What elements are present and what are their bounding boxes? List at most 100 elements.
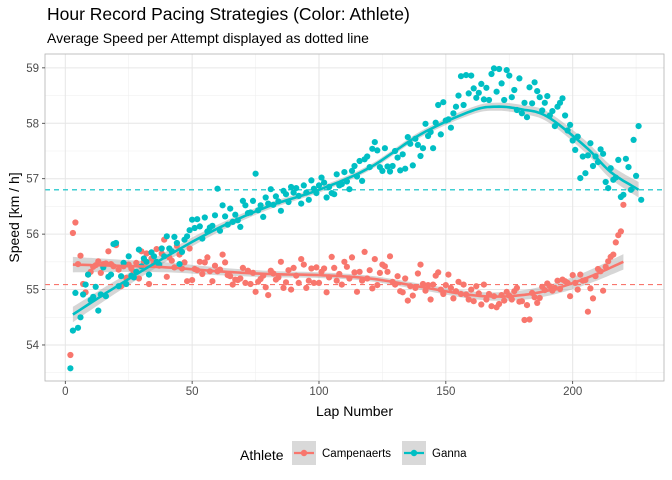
data-point-ganna xyxy=(227,205,234,212)
data-point-ganna xyxy=(315,182,323,189)
data-point-ganna xyxy=(252,170,259,177)
data-point-campenaerts xyxy=(204,254,211,261)
data-point-ganna xyxy=(237,223,244,230)
data-point-ganna xyxy=(371,139,378,146)
data-point-ganna xyxy=(191,224,198,232)
data-point-ganna xyxy=(620,191,627,198)
data-point-campenaerts xyxy=(133,259,140,266)
data-point-ganna xyxy=(549,108,556,115)
data-point-ganna xyxy=(135,246,142,253)
data-point-campenaerts xyxy=(303,284,310,291)
data-point-campenaerts xyxy=(338,281,345,288)
data-point-campenaerts xyxy=(275,274,282,281)
data-point-campenaerts xyxy=(361,248,368,255)
data-point-campenaerts xyxy=(526,316,533,323)
data-point-ganna xyxy=(480,96,487,103)
data-point-ganna xyxy=(125,253,132,260)
data-point-ganna xyxy=(92,283,99,290)
data-point-campenaerts xyxy=(577,271,584,278)
data-point-ganna xyxy=(85,271,92,278)
data-point-ganna xyxy=(397,167,404,174)
y-tick-label: 55 xyxy=(26,285,39,297)
data-point-ganna xyxy=(602,178,609,186)
data-point-campenaerts xyxy=(331,264,338,271)
data-point-campenaerts xyxy=(184,278,191,285)
data-point-campenaerts xyxy=(143,250,150,257)
data-point-ganna xyxy=(625,164,632,171)
data-point-ganna xyxy=(572,146,579,153)
data-point-campenaerts xyxy=(430,281,437,288)
data-point-ganna xyxy=(298,200,305,207)
data-point-ganna xyxy=(369,145,376,152)
data-point-campenaerts xyxy=(333,277,340,284)
y-tick-label: 58 xyxy=(26,118,39,130)
data-point-campenaerts xyxy=(404,297,411,304)
data-point-ganna xyxy=(435,101,442,109)
data-point-campenaerts xyxy=(295,279,302,286)
data-point-ganna xyxy=(496,65,503,73)
data-point-ganna xyxy=(399,151,406,158)
data-point-campenaerts xyxy=(77,252,84,259)
data-point-campenaerts xyxy=(310,279,317,286)
data-point-campenaerts xyxy=(442,282,449,289)
data-point-ganna xyxy=(189,216,196,223)
data-point-ganna xyxy=(356,157,363,165)
legend-key-point-campenaerts xyxy=(300,449,308,457)
data-point-ganna xyxy=(457,73,465,80)
data-point-ganna xyxy=(516,75,523,82)
data-point-campenaerts xyxy=(589,295,597,302)
data-point-ganna xyxy=(348,167,356,174)
data-point-ganna xyxy=(534,88,541,95)
data-point-ganna xyxy=(300,182,307,189)
data-point-ganna xyxy=(402,165,409,172)
data-point-ganna xyxy=(531,79,538,86)
data-point-ganna xyxy=(437,131,444,138)
data-point-ganna xyxy=(381,145,388,152)
data-point-ganna xyxy=(194,216,201,223)
legend-label-ganna: Ganna xyxy=(432,448,467,460)
data-point-ganna xyxy=(577,175,584,182)
data-point-ganna xyxy=(562,112,569,119)
data-point-ganna xyxy=(440,99,447,106)
data-point-ganna xyxy=(346,186,353,193)
major-gridlines xyxy=(45,54,664,381)
data-point-campenaerts xyxy=(353,288,361,295)
data-point-campenaerts xyxy=(186,245,193,252)
data-point-ganna xyxy=(551,123,559,130)
data-point-campenaerts xyxy=(348,254,356,261)
data-point-campenaerts xyxy=(308,265,315,272)
data-point-ganna xyxy=(521,99,528,106)
data-point-ganna xyxy=(176,261,183,268)
data-point-ganna xyxy=(359,177,366,184)
data-point-ganna xyxy=(257,202,264,209)
data-point-campenaerts xyxy=(315,279,323,286)
data-point-campenaerts xyxy=(209,278,216,285)
data-point-campenaerts xyxy=(587,285,594,292)
data-point-campenaerts xyxy=(427,296,434,303)
data-point-ganna xyxy=(211,212,219,219)
data-point-campenaerts xyxy=(409,292,416,299)
data-point-campenaerts xyxy=(222,259,229,266)
x-tick-label: 200 xyxy=(563,386,582,398)
y-axis-title: Speed [km / h] xyxy=(6,172,22,262)
data-point-campenaerts xyxy=(620,201,627,208)
data-point-campenaerts xyxy=(518,298,526,305)
data-point-campenaerts xyxy=(600,287,607,294)
data-point-campenaerts xyxy=(534,299,541,306)
data-point-ganna xyxy=(95,307,102,314)
smooth-line-campenaerts xyxy=(72,260,624,298)
data-point-ganna xyxy=(151,253,158,260)
data-point-campenaerts xyxy=(351,269,358,276)
data-point-campenaerts xyxy=(242,279,249,286)
data-point-campenaerts xyxy=(145,280,153,288)
data-point-ganna xyxy=(635,123,642,130)
data-point-campenaerts xyxy=(321,265,328,272)
data-point-campenaerts xyxy=(531,294,538,301)
data-point-ganna xyxy=(473,94,480,101)
data-point-campenaerts xyxy=(135,275,142,282)
data-point-ganna xyxy=(379,167,386,174)
data-point-campenaerts xyxy=(298,256,305,263)
data-point-campenaerts xyxy=(305,277,312,284)
data-point-campenaerts xyxy=(288,286,295,293)
